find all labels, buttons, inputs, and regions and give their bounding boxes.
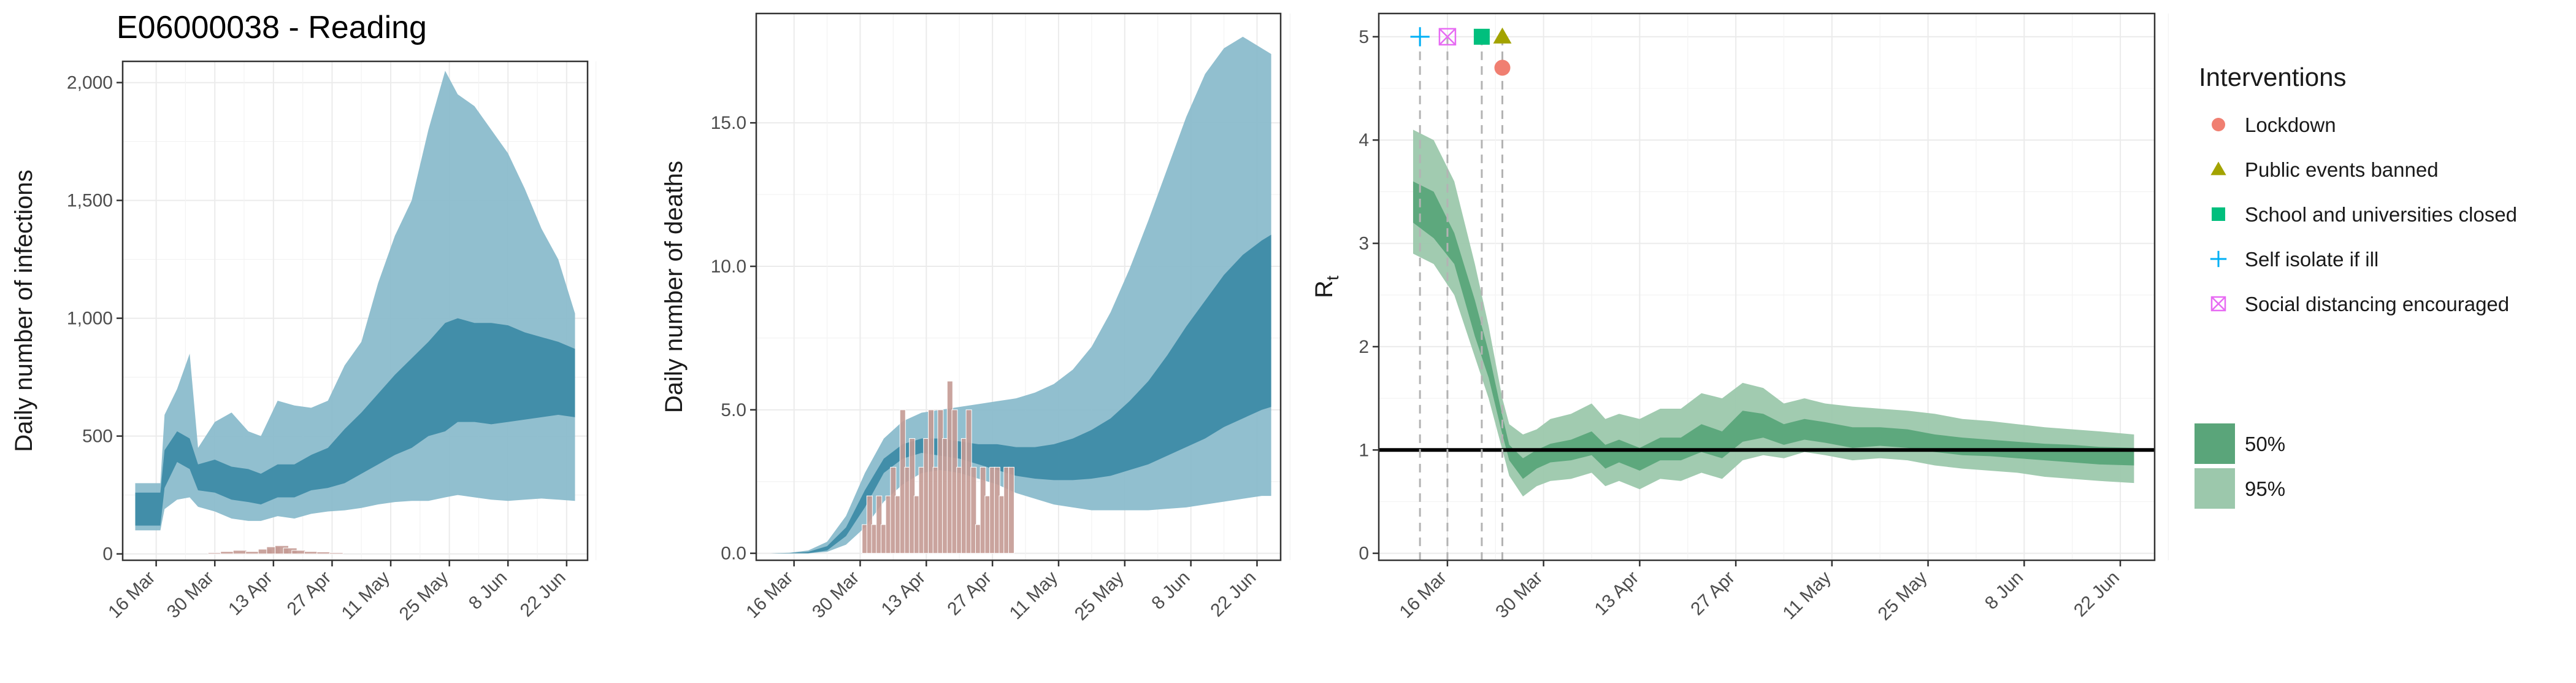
observed-bars	[862, 380, 1014, 554]
x-tick-label: 11 May	[1779, 568, 1834, 623]
y-tick-label: 2,000	[67, 73, 113, 93]
panel-border	[1378, 12, 2156, 561]
x-tick-label: 25 May	[1874, 568, 1931, 625]
observed-bar	[220, 551, 235, 555]
y-axis-title: Daily number of infections	[10, 169, 37, 452]
observed-bar	[245, 551, 260, 555]
lockdown-marker	[1494, 60, 1511, 76]
interventions	[1410, 27, 1512, 560]
legend-band-label: 95%	[2245, 477, 2285, 500]
self-isolate-marker	[1410, 27, 1430, 47]
observed-bar	[304, 551, 318, 555]
x-tick-label: 22 Jun	[516, 568, 570, 621]
self-isolate-marker	[2210, 250, 2227, 268]
band-50	[770, 234, 1271, 554]
panel-border	[121, 60, 589, 561]
legend-label: Public events banned	[2245, 158, 2439, 181]
y-axis-title-subscript: t	[1323, 276, 1342, 280]
infections-panel: 0 500 1,000 1,500 2,000 16 Mar 30 Mar 13 Apr 27 …	[10, 60, 597, 625]
y-tick-label: 5	[1359, 27, 1369, 47]
x-tick-label: 27 Apr	[943, 568, 995, 620]
y-tick-label: 15.0	[711, 113, 746, 133]
legend-band-label: 50%	[2245, 433, 2285, 455]
y-tick-label: 0	[1359, 544, 1369, 564]
x-tick-label: 16 Mar	[742, 568, 797, 622]
observed-bars	[207, 545, 343, 555]
x-tick-label: 8 Jun	[465, 568, 511, 614]
y-tick-label: 0.0	[721, 544, 746, 564]
legend-band-swatch	[2195, 423, 2235, 464]
observed-bar	[291, 550, 306, 555]
schools-closed-marker	[1473, 28, 1490, 45]
observed-bar	[1008, 466, 1014, 554]
x-tick-label: 30 Mar	[808, 568, 863, 622]
chart-title: E06000038 - Reading	[117, 10, 427, 45]
deaths-panel: 0.0 5.0 10.0 15.0 16 Mar 30 Mar 13 Apr 27 Apr 11…	[661, 12, 1291, 625]
legend-items: Lockdown Public events banned School and u…	[2210, 114, 2517, 315]
band-50	[135, 318, 575, 526]
legend-label: Self isolate if ill	[2245, 248, 2379, 271]
x-tick-label: 16 Mar	[104, 568, 159, 622]
legend-label: School and universities closed	[2245, 203, 2517, 226]
marker-stroke	[1438, 28, 1457, 46]
public-events-banned-marker	[2210, 161, 2226, 176]
x-tick-label: 25 May	[1071, 568, 1128, 625]
x-tick-label: 22 Jun	[1206, 568, 1260, 621]
x-tick-label: 27 Apr	[1687, 568, 1739, 620]
panel-border	[755, 12, 1282, 561]
y-axis-title: Daily number of deaths	[661, 161, 688, 413]
y-tick-label: 500	[82, 426, 113, 447]
observed-bar	[207, 552, 222, 555]
y-tick-label: 2	[1359, 337, 1369, 357]
marker-stroke	[2211, 296, 2226, 311]
x-tick-label: 25 May	[396, 568, 453, 625]
x-tick-label: 13 Apr	[878, 568, 930, 620]
x-tick-label: 22 Jun	[2070, 568, 2123, 621]
social-distancing-marker	[1438, 28, 1457, 46]
legend: Interventions Lockdown Public events bann…	[2195, 63, 2517, 509]
x-tick-label: 8 Jun	[1981, 568, 2027, 614]
x-tick-label: 8 Jun	[1148, 568, 1194, 614]
legend-label: Social distancing encouraged	[2245, 293, 2509, 315]
y-tick-label: 1,500	[67, 191, 113, 211]
x-tick-label: 30 Mar	[1492, 568, 1546, 622]
x-tick-label: 13 Apr	[1591, 568, 1643, 620]
marker-stroke	[2210, 296, 2226, 312]
x-tick-label: 16 Mar	[1396, 568, 1451, 622]
observed-bar	[329, 552, 343, 555]
y-tick-label: 4	[1359, 130, 1369, 150]
social-distancing-marker	[2210, 296, 2226, 312]
observed-bar	[232, 550, 247, 555]
y-axis-title: Rt	[1311, 276, 1342, 298]
y-tick-label: 1,000	[67, 309, 113, 329]
y-tick-label: 5.0	[721, 400, 746, 420]
x-tick-label: 13 Apr	[224, 568, 277, 620]
schools-closed-marker	[2212, 207, 2225, 221]
legend-band-swatch	[2195, 468, 2235, 509]
x-tick-label: 11 May	[338, 568, 394, 623]
y-tick-label: 0	[102, 544, 113, 565]
legend-label: Lockdown	[2245, 114, 2336, 136]
legend-bands: 50% 95%	[2195, 423, 2285, 509]
legend-title: Interventions	[2199, 63, 2346, 91]
x-tick-label: 11 May	[1006, 568, 1062, 623]
marker-stroke	[1439, 28, 1456, 45]
observed-bar	[316, 552, 331, 555]
rt-panel: 0 1 2 3 4 5 16 Mar 30 Mar 13 Apr 27 Apr 11 May 25 M…	[1311, 12, 2169, 625]
x-tick-label: 27 Apr	[283, 568, 335, 620]
observed-bar	[970, 466, 977, 554]
x-tick-label: 30 Mar	[163, 568, 218, 622]
y-tick-label: 1	[1359, 440, 1369, 460]
lockdown-marker	[2212, 118, 2225, 131]
y-tick-label: 3	[1359, 234, 1369, 254]
public-events-banned-marker	[1493, 27, 1512, 44]
y-tick-label: 10.0	[711, 257, 746, 277]
